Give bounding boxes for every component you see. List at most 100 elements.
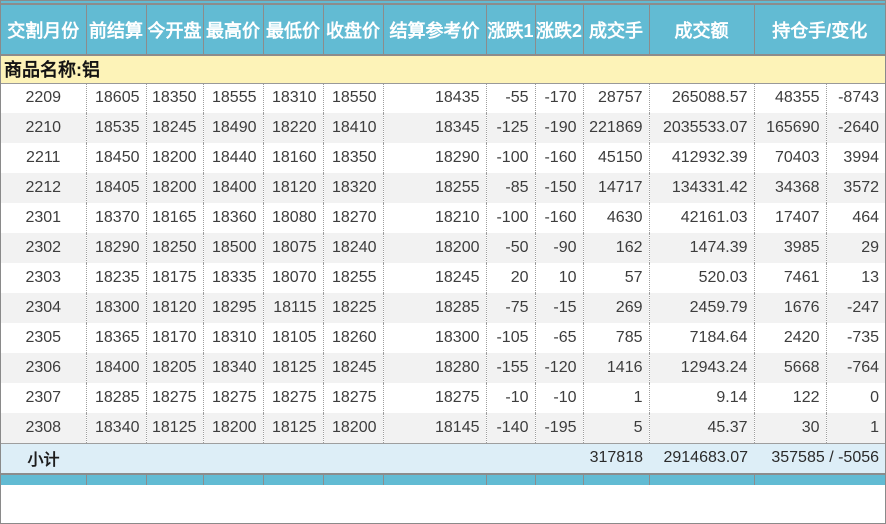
cell-high: 18360 — [202, 203, 263, 233]
cell-close: 18275 — [322, 383, 383, 413]
cell-prev-settlement: 18400 — [85, 353, 146, 383]
cell-low: 18115 — [262, 293, 323, 323]
strip-cell — [486, 474, 536, 485]
cell-high: 18310 — [202, 323, 263, 353]
table-row: 2301 18370 18165 18360 18080 18270 18210 -100 -1… — [1, 203, 885, 233]
cell-close: 18260 — [322, 323, 383, 353]
cell-low: 18125 — [262, 413, 323, 443]
cell-oi-delta: 464 — [825, 203, 885, 233]
cell-turnover: 520.03 — [648, 263, 754, 293]
cell-volume: 4630 — [582, 203, 649, 233]
cell-delivery-month: 2306 — [1, 353, 86, 383]
strip-cell — [583, 474, 650, 485]
header-row: 交割月份 前结算 今开盘 最高价 最低价 收盘价 结算参考价 涨跌1 涨跌2 成交手 成交额 持仓手/… — [1, 5, 885, 56]
next-section-header-strip — [1, 474, 885, 485]
cell-open-interest: 70403 — [753, 143, 826, 173]
cell-open-interest: 7461 — [753, 263, 826, 293]
cell-oi-delta: -764 — [825, 353, 885, 383]
cell-close: 18245 — [322, 353, 383, 383]
cell-settlement-ref: 18145 — [382, 413, 486, 443]
cell-high: 18440 — [202, 143, 263, 173]
cell-high: 18490 — [202, 113, 263, 143]
cell-delivery-month: 2302 — [1, 233, 86, 263]
column-header-prev-settlement: 前结算 — [86, 5, 147, 56]
cell-open: 18250 — [145, 233, 203, 263]
cell-high: 18555 — [202, 83, 263, 113]
cell-open: 18170 — [145, 323, 203, 353]
cell-close: 18550 — [322, 83, 383, 113]
cell-delivery-month: 2308 — [1, 413, 86, 443]
cell-open: 18125 — [145, 413, 203, 443]
cell-prev-settlement: 18535 — [85, 113, 146, 143]
subtotal-label: 小计 — [1, 442, 86, 475]
cell-change1: -100 — [485, 203, 535, 233]
cell-close: 18320 — [322, 173, 383, 203]
cell-turnover: 2459.79 — [648, 293, 754, 323]
table-row: 2304 18300 18120 18295 18115 18225 18285 -75 -15… — [1, 293, 885, 323]
strip-cell — [323, 474, 384, 485]
cell-oi-delta: 3994 — [825, 143, 885, 173]
cell-settlement-ref: 18280 — [382, 353, 486, 383]
cell-open-interest: 165690 — [753, 113, 826, 143]
subtotal-oi-change: 357585 / -5056 — [754, 442, 885, 475]
subtotal-volume: 317818 — [583, 442, 649, 475]
cell-close: 18410 — [322, 113, 383, 143]
cell-volume: 221869 — [582, 113, 649, 143]
table-row: 2211 18450 18200 18440 18160 18350 18290 -100 -1… — [1, 143, 885, 173]
cell-delivery-month: 2209 — [25, 89, 62, 107]
commodity-name-label: 商品名称:铝 — [1, 55, 885, 84]
column-header-volume: 成交手 — [583, 5, 650, 56]
cell-open-interest: 2420 — [753, 323, 826, 353]
table-row: 2302 18290 18250 18500 18075 18240 18200 -50 -90… — [1, 233, 885, 263]
cell-volume: 45150 — [582, 143, 649, 173]
strip-cell — [146, 474, 204, 485]
cell-turnover: 7184.64 — [648, 323, 754, 353]
cell-open-interest: 3985 — [753, 233, 826, 263]
cell-oi-delta: 13 — [825, 263, 885, 293]
column-header-change1: 涨跌1 — [486, 5, 536, 56]
cell-high: 18295 — [202, 293, 263, 323]
cell-open: 18275 — [145, 383, 203, 413]
cell-delivery-month: 2304 — [1, 293, 86, 323]
cell-delivery-month: 2307 — [25, 389, 62, 406]
strip-cell — [86, 474, 147, 485]
table-row: 2305 18365 18170 18310 18105 18260 18300 -105 -6… — [1, 323, 885, 353]
cell-turnover: 9.14 — [648, 383, 754, 413]
cell-volume: 1416 — [582, 353, 649, 383]
cell-change2: -170 — [534, 83, 583, 113]
table-row: 2306 18400 18205 18340 18125 18245 18280 -155 -1… — [1, 353, 885, 383]
cell-change1: -140 — [485, 413, 535, 443]
cell-close: 18270 — [322, 203, 383, 233]
cell-change2: -150 — [534, 173, 583, 203]
cell-high: 18500 — [202, 233, 263, 263]
cell-turnover: 45.37 — [648, 413, 754, 443]
table-row: 2303 18235 18175 18335 18070 18255 18245 20 10 57… — [1, 263, 885, 293]
cell-change2: -15 — [534, 293, 583, 323]
cell-open: 18200 — [145, 143, 203, 173]
cell-change2: -65 — [534, 323, 583, 353]
cell-change1: -50 — [485, 233, 535, 263]
cell-delivery-month: 2301 — [25, 209, 62, 226]
cell-open: 18200 — [145, 173, 203, 203]
cell-open: 18245 — [145, 113, 203, 143]
cell-oi-delta: -247 — [825, 293, 885, 323]
cell-close: 18255 — [322, 263, 383, 293]
cell-high: 18200 — [202, 413, 263, 443]
cell-settlement-ref: 18345 — [382, 113, 486, 143]
cell-open: 18205 — [145, 353, 203, 383]
cell-settlement-ref: 18210 — [382, 203, 486, 233]
column-header-low: 最低价 — [263, 5, 324, 56]
cell-open-interest: 5668 — [753, 353, 826, 383]
column-header-close: 收盘价 — [323, 5, 384, 56]
cell-close: 18225 — [322, 293, 383, 323]
cell-open-interest: 17407 — [753, 203, 826, 233]
cell-volume: 269 — [582, 293, 649, 323]
cell-oi-delta: 0 — [825, 383, 885, 413]
cell-prev-settlement: 18450 — [85, 143, 146, 173]
cell-change1: -125 — [485, 113, 535, 143]
cell-settlement-ref: 18285 — [382, 293, 486, 323]
cell-change2: 10 — [534, 263, 583, 293]
strip-cell — [263, 474, 324, 485]
table-row: 2307 18285 18275 18275 18275 18275 18275 -10 -10… — [1, 383, 885, 413]
futures-table: 交割月份 前结算 今开盘 最高价 最低价 收盘价 结算参考价 涨跌1 涨跌2 成交手 成交额 持仓手/… — [1, 5, 885, 485]
